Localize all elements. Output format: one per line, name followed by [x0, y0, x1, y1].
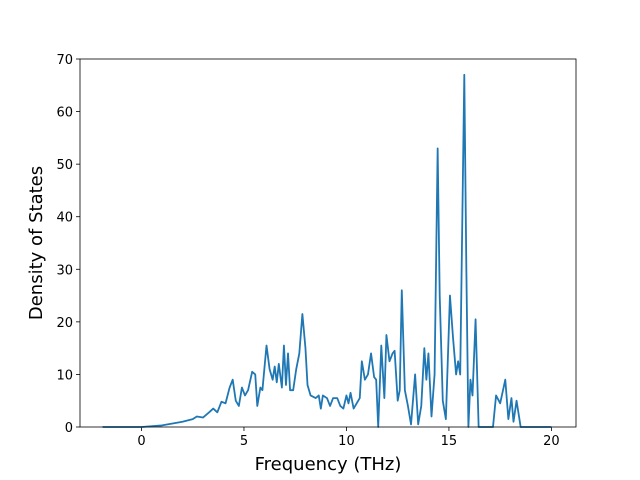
y-tick-label: 30 — [56, 263, 73, 278]
plot-frame — [79, 58, 577, 428]
x-tick-label: 5 — [240, 434, 248, 449]
y-axis-label: Density of States — [26, 166, 47, 320]
x-tick-label: 15 — [441, 434, 458, 449]
x-axis-label: Frequency (THz) — [255, 454, 402, 475]
y-tick-label: 60 — [56, 106, 73, 121]
y-tick-label: 70 — [56, 53, 73, 68]
y-tick-label: 10 — [56, 368, 73, 383]
x-tick-label: 0 — [137, 434, 145, 449]
line-series — [102, 73, 552, 428]
y-tick-label: 20 — [56, 316, 73, 331]
y-tick-label: 40 — [56, 211, 73, 226]
y-tick-label: 50 — [56, 158, 73, 173]
x-tick-label: 10 — [338, 434, 355, 449]
x-tick-label: 20 — [543, 434, 560, 449]
y-tick-label: 0 — [65, 421, 73, 436]
